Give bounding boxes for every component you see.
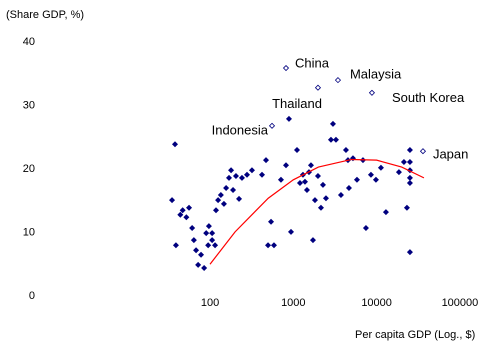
data-point <box>268 218 275 225</box>
data-point <box>215 197 222 204</box>
data-point <box>177 211 184 218</box>
x-tick-label: 100 <box>201 297 219 309</box>
data-point <box>293 146 300 153</box>
data-point <box>406 179 413 186</box>
data-point <box>337 192 344 199</box>
data-point <box>244 171 251 178</box>
data-point <box>362 225 369 232</box>
data-point <box>225 174 232 181</box>
data-point <box>342 146 349 153</box>
y-axis-label: (Share GDP, %) <box>6 9 84 21</box>
data-point <box>377 164 384 171</box>
data-point <box>193 247 200 254</box>
fit-curve <box>209 158 425 265</box>
data-point <box>322 195 329 202</box>
point-label: Thailand <box>272 96 322 111</box>
data-point <box>319 181 326 188</box>
data-point <box>223 185 230 192</box>
data-point <box>285 115 292 122</box>
x-axis-label: Per capita GDP (Log., $) <box>355 329 475 341</box>
highlighted-point <box>334 77 342 84</box>
data-point <box>220 200 227 207</box>
highlighted-point <box>314 84 322 91</box>
data-point <box>265 242 272 249</box>
data-point <box>172 242 179 249</box>
data-point <box>230 186 237 193</box>
data-point <box>303 186 310 193</box>
data-point <box>382 209 389 216</box>
data-point <box>228 167 235 174</box>
data-point <box>205 223 212 230</box>
data-point <box>400 159 407 166</box>
data-point <box>183 214 190 221</box>
data-point <box>349 155 356 162</box>
data-point <box>311 197 318 204</box>
data-point <box>209 237 216 244</box>
highlighted-point <box>368 89 376 96</box>
data-point <box>198 251 205 258</box>
data-point <box>395 169 402 176</box>
data-point <box>205 242 212 249</box>
y-tick-label: 40 <box>23 36 35 48</box>
y-tick-label: 20 <box>23 163 35 175</box>
data-point <box>238 174 245 181</box>
data-point <box>186 204 193 211</box>
data-point <box>179 207 186 214</box>
data-point <box>189 225 196 232</box>
data-point <box>209 230 216 237</box>
data-point <box>212 242 219 249</box>
point-label: China <box>295 55 330 70</box>
data-point <box>172 141 179 148</box>
y-tick-label: 10 <box>23 226 35 238</box>
y-tick-label: 0 <box>29 290 35 302</box>
data-point <box>372 176 379 183</box>
y-tick-label: 30 <box>23 99 35 111</box>
data-point <box>169 197 176 204</box>
data-point <box>277 176 284 183</box>
data-point <box>406 146 413 153</box>
data-point <box>262 157 269 164</box>
x-tick-label: 10000 <box>361 297 392 309</box>
data-point <box>406 249 413 256</box>
data-point <box>232 172 239 179</box>
data-point <box>296 179 303 186</box>
data-point <box>314 172 321 179</box>
data-point <box>309 237 316 244</box>
data-point <box>403 204 410 211</box>
data-point <box>195 261 202 268</box>
highlighted-point <box>282 64 290 72</box>
data-point <box>203 230 210 237</box>
data-point <box>327 136 334 143</box>
data-point <box>406 174 413 181</box>
data-point <box>283 162 290 169</box>
data-point <box>332 136 339 143</box>
data-point <box>190 237 197 244</box>
data-point <box>212 207 219 214</box>
data-point <box>259 171 266 178</box>
data-point <box>329 120 336 127</box>
data-point <box>287 228 294 235</box>
highlighted-point <box>268 122 276 129</box>
data-point <box>217 192 224 199</box>
data-point <box>236 195 243 202</box>
data-point <box>345 185 352 192</box>
data-point <box>270 242 277 249</box>
point-label: South Korea <box>392 90 465 105</box>
point-label: Japan <box>433 147 468 162</box>
data-point <box>201 265 208 272</box>
data-point <box>406 159 413 166</box>
x-tick-label: 1000 <box>281 297 305 309</box>
point-label: Indonesia <box>212 122 269 137</box>
data-point <box>301 178 308 185</box>
x-tick-label: 100000 <box>442 297 479 309</box>
point-label: Malaysia <box>350 67 402 82</box>
data-point <box>353 176 360 183</box>
data-point <box>367 171 374 178</box>
data-point <box>307 162 314 169</box>
data-point <box>317 204 324 211</box>
highlighted-point <box>419 148 427 155</box>
data-point <box>248 167 255 174</box>
